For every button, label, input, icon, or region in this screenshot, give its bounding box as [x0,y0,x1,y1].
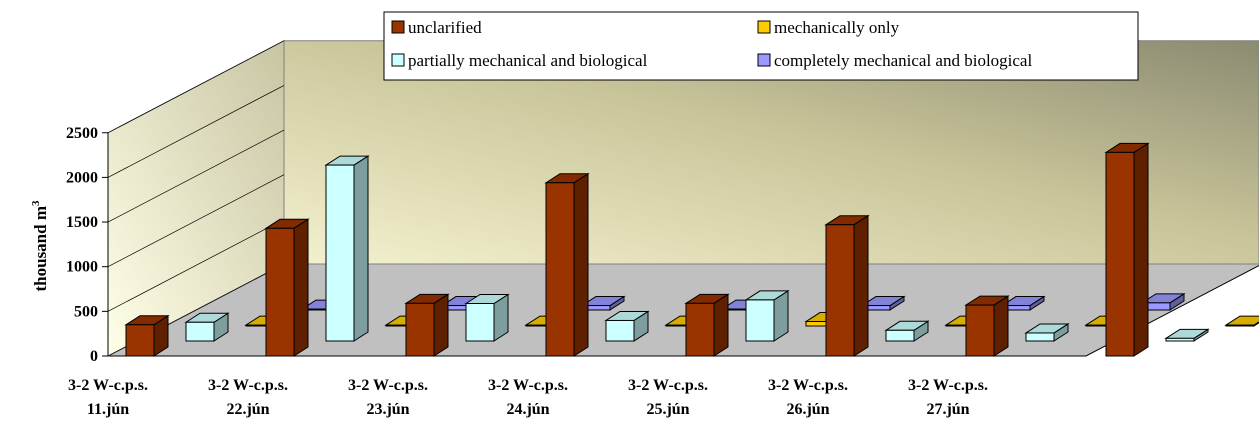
y-gridline [107,40,285,134]
category-label-line2: 11.jún [87,401,129,418]
y-tick-label: 0 [90,348,98,365]
bar-partially-mechanical [184,312,230,342]
bar-unclarified [964,295,1010,357]
bar-unclarified [404,293,450,357]
bar-front-face [185,321,215,342]
bar-partially-mechanical [604,310,650,342]
category-label: 3-2 W-c.p.s. 23.jún [348,377,428,418]
legend-swatch-mechanically-only [757,20,771,34]
bar-partially-mechanical [1164,328,1210,342]
bar-side-face [293,218,309,357]
category-label-line1: 3-2 W-c.p.s. [488,377,568,394]
bar-completely-mechanical [860,295,906,311]
category-label: 3-2 W-c.p.s. 11.jún [68,377,148,418]
bar-unclarified [824,214,870,357]
bar-unclarified [124,314,170,357]
bar-partially-mechanical [744,290,790,342]
bar-top-face [1224,315,1259,326]
bar-front-face [1225,324,1255,327]
category-label-line2: 27.jún [926,401,969,418]
bar-series-group [124,142,1259,357]
value-axis: 0 500 1000 1500 2000 2500 [66,40,285,365]
category-label-line1: 3-2 W-c.p.s. [768,377,848,394]
bar-front-face [125,324,155,357]
bar-unclarified [684,293,730,357]
plot-walls [107,39,1259,357]
bar-completely-mechanical [1000,295,1046,311]
legend-swatch-unclarified [391,20,405,34]
y-tick-label: 500 [74,303,98,320]
bar-side-face [573,172,589,357]
bar-front-face [265,227,295,357]
bar-side-face [993,295,1009,357]
bar-front-face [1165,337,1195,342]
bar-side-face [433,293,449,357]
bar-front-face [605,319,635,342]
bar-unclarified [544,172,590,357]
bar-unclarified [1104,142,1150,357]
legend-swatch-completely-mechanical [757,53,771,67]
bar-front-face [1105,151,1135,357]
category-label-line2: 23.jún [366,401,409,418]
category-label-line2: 22.jún [226,401,269,418]
category-label-line2: 26.jún [786,401,829,418]
category-label: 3-2 W-c.p.s. 22.jún [208,377,288,418]
bar-front-face [1025,332,1055,342]
bar-partially-mechanical [324,155,370,342]
category-label: 3-2 W-c.p.s. 27.jún [908,377,988,418]
bar-side-face [853,214,869,357]
y-axis-title-text: thousand m [31,206,50,292]
bar-mechanically-only [1224,315,1259,327]
bar-partially-mechanical [1024,323,1070,342]
y-tick-label: 1500 [66,214,98,231]
category-label: 3-2 W-c.p.s. 24.jún [488,377,568,418]
bar-unclarified [264,218,310,357]
y-gridline [107,174,285,268]
y-gridline [107,219,285,312]
bar-front-face [465,302,495,342]
bar-partially-mechanical [884,320,930,342]
legend-label-completely-mechanical: completely mechanical and biological [774,51,1032,70]
legend-swatch-partially-mechanical [391,53,405,67]
legend: unclarified mechanically only partially me… [383,11,1139,81]
y-gridline [107,129,285,223]
y-axis-title: thousand m3 [30,200,50,292]
bar-front-face [885,329,915,342]
y-axis-title-superscript: 3 [30,200,42,206]
category-label: 3-2 W-c.p.s. 25.jún [628,377,708,418]
bar-front-face [965,304,995,357]
y-tick-label: 2500 [66,125,98,142]
bar-front-face [745,299,775,342]
bar-front-face [325,164,355,342]
legend-label-unclarified: unclarified [408,18,482,37]
category-label-line2: 24.jún [506,401,549,418]
bar-front-face [545,182,575,357]
bar-partially-mechanical [464,293,510,342]
y-tick-label: 2000 [66,169,98,186]
legend-label-partially-mechanical: partially mechanical and biological [408,51,648,70]
bar-top-face [1164,328,1210,339]
category-label-line1: 3-2 W-c.p.s. [68,377,148,394]
category-label-line1: 3-2 W-c.p.s. [208,377,288,394]
legend-label-mechanically-only: mechanically only [774,18,900,37]
bar-side-face [1133,142,1149,357]
category-label-line2: 25.jún [646,401,689,418]
y-gridline [107,85,285,178]
category-label-line1: 3-2 W-c.p.s. [908,377,988,394]
bar-front-face [405,302,435,357]
bar-front-face [825,224,855,357]
bar-front-face [685,302,715,357]
y-tick-label: 1000 [66,259,98,276]
category-label-line1: 3-2 W-c.p.s. [628,377,708,394]
category-label-line1: 3-2 W-c.p.s. [348,377,428,394]
bar-side-face [353,155,369,342]
category-label: 3-2 W-c.p.s. 26.jún [768,377,848,418]
back-wall [283,40,1259,265]
bar-side-face [713,293,729,357]
